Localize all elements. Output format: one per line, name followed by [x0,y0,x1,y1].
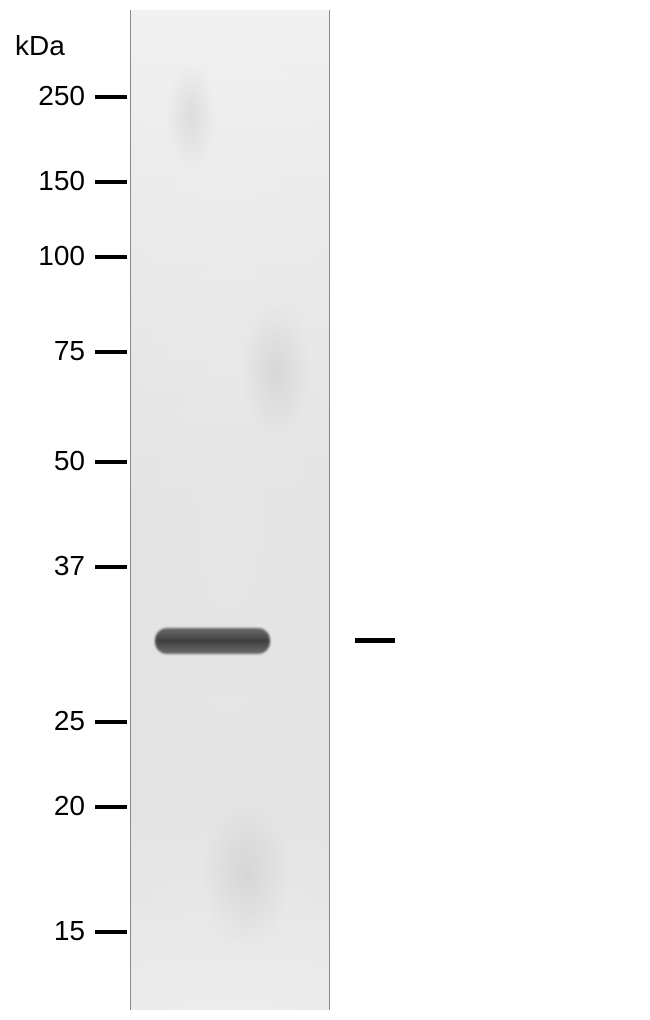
marker-label: 75 [15,335,85,367]
western-blot-figure: kDa 250 150 100 75 50 37 25 20 15 [0,0,650,1020]
marker-tick [95,460,127,464]
marker-label: 250 [15,80,85,112]
band-indicator-arrow [355,638,395,643]
gel-lane [130,10,330,1010]
marker-label: 15 [15,915,85,947]
marker-tick [95,720,127,724]
marker-tick [95,565,127,569]
marker-tick [95,350,127,354]
unit-label: kDa [15,30,65,62]
marker-label: 100 [15,240,85,272]
marker-label: 20 [15,790,85,822]
marker-label: 37 [15,550,85,582]
marker-tick [95,930,127,934]
marker-tick [95,180,127,184]
lane-smudge [166,60,216,170]
marker-tick [95,255,127,259]
marker-label: 25 [15,705,85,737]
marker-tick [95,95,127,99]
marker-label: 150 [15,165,85,197]
marker-tick [95,805,127,809]
protein-band [155,628,270,654]
lane-smudge [241,300,311,440]
lane-smudge [201,800,291,950]
lane-inner [131,10,329,1010]
marker-label: 50 [15,445,85,477]
